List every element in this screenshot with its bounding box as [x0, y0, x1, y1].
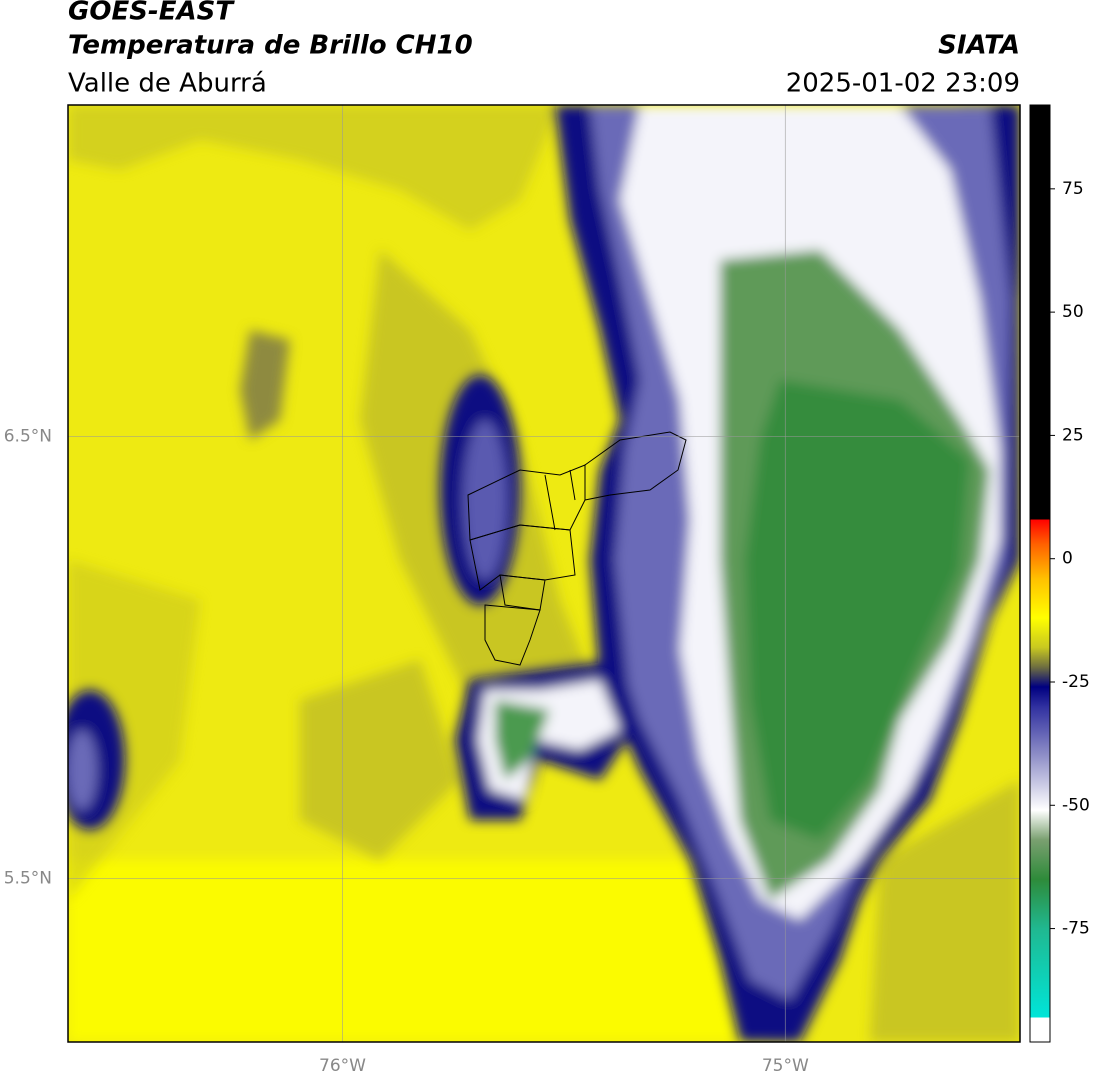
- graticule: [68, 105, 1020, 1042]
- colorbar-ticks: 75 50 25 0 -25 -50 -75: [1050, 179, 1090, 939]
- title: GOES-EAST: [68, 0, 235, 27]
- map-image: [68, 105, 1020, 1042]
- colorbar-tick-label: 25: [1062, 425, 1084, 445]
- region: Valle de Aburrá: [68, 69, 267, 99]
- colorbar-tick-label: -50: [1062, 795, 1090, 815]
- y-tick-label: 5.5°N: [4, 868, 52, 888]
- municipal-boundaries: [467, 431, 687, 666]
- colorbar-tick-label: 0: [1062, 549, 1073, 569]
- subtitle: Temperatura de Brillo CH10: [68, 31, 473, 61]
- colorbar-tick-label: -25: [1062, 672, 1090, 692]
- colorbar-tick-label: -75: [1062, 919, 1090, 939]
- map-frame: [67, 104, 1021, 1043]
- colorbar: [1029, 104, 1051, 1043]
- x-tick-label: 76°W: [319, 1056, 366, 1076]
- colorbar-tick-label: 50: [1062, 302, 1084, 322]
- datetime: 2025-01-02 23:09: [786, 69, 1020, 99]
- y-tick-label: 6.5°N: [4, 426, 52, 446]
- colorbar-tick-label: 75: [1062, 179, 1084, 199]
- source: SIATA: [938, 31, 1020, 61]
- x-tick-label: 75°W: [762, 1056, 809, 1076]
